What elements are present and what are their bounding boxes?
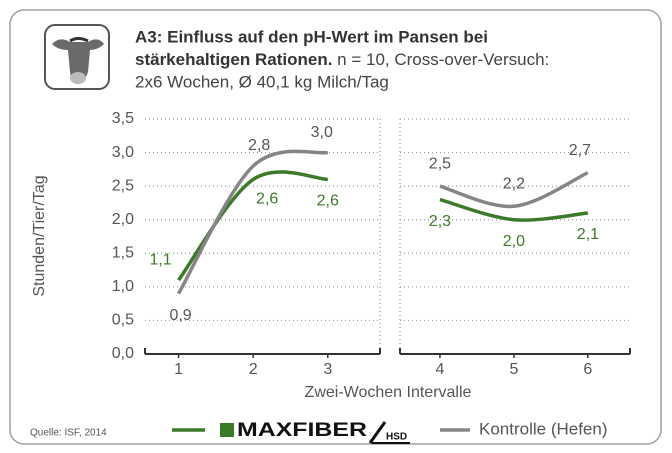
chart-title: stärkehaltigen Rationen. n = 10, Cross-o…	[135, 50, 549, 69]
series-line	[177, 149, 329, 295]
x-tick-label: 6	[583, 361, 592, 378]
data-label: 2,7	[569, 142, 591, 159]
chart-title: stärkehaltigen Rationen.	[135, 50, 332, 69]
card	[9, 9, 662, 445]
data-label: 2,2	[503, 176, 525, 193]
series-line	[177, 170, 328, 282]
data-label: 2,6	[317, 193, 339, 210]
data-label: 3,0	[311, 124, 333, 141]
x-axis-label: Zwei-Wochen Intervalle	[305, 384, 472, 401]
data-label: 2,3	[429, 213, 451, 230]
y-tick-label: 0,5	[112, 312, 134, 329]
y-tick-label: 3,5	[112, 110, 134, 127]
data-label: 0,9	[169, 307, 191, 324]
data-label: 1,1	[149, 251, 171, 268]
data-label: 2,0	[503, 233, 525, 250]
x-tick-label: 5	[509, 361, 518, 378]
source: Quelle: ISF, 2014	[30, 428, 107, 439]
data-label: 2,8	[248, 137, 270, 154]
legend-label: MAXFIBER	[237, 420, 367, 441]
legend-label: Kontrolle (Hefen)	[479, 419, 608, 438]
data-label: 2,1	[577, 226, 599, 243]
chart-title: A3: Einfluss auf den pH-Wert im Pansen b…	[135, 27, 488, 46]
subtitle: n = 10, Cross-over-Versuch:	[332, 50, 549, 69]
data-label: 2,6	[256, 191, 278, 208]
y-tick-label: 0,0	[112, 345, 134, 362]
x-tick-label: 4	[435, 361, 444, 378]
subtitle: 2x6 Wochen, Ø 40,1 kg Milch/Tag	[135, 72, 389, 91]
cow-icon	[44, 24, 110, 90]
x-tick-label: 1	[174, 361, 183, 378]
y-tick-label: 1,5	[112, 245, 134, 262]
y-tick-label: 2,0	[112, 211, 134, 228]
y-tick-label: 2,5	[112, 177, 134, 194]
y-tick-label: 1,0	[112, 278, 134, 295]
data-label: 2,5	[429, 155, 451, 172]
x-tick-label: 3	[323, 361, 332, 378]
legend-logo-slash	[368, 421, 387, 444]
legend-logo-suffix: HSD	[386, 432, 407, 443]
series-line	[439, 197, 589, 222]
y-tick-label: 3,0	[112, 144, 134, 161]
x-tick-label: 2	[249, 361, 258, 378]
y-axis-label: Stunden/Tier/Tag	[31, 175, 48, 296]
series-line	[439, 171, 589, 209]
legend-logo-square	[220, 423, 234, 437]
